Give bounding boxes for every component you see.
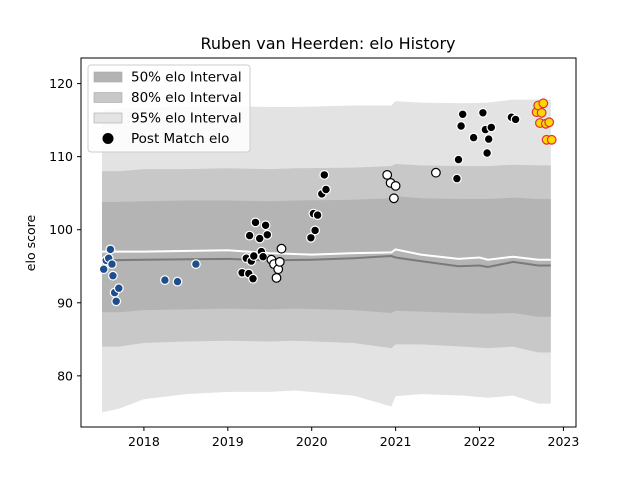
data-point [546,134,557,145]
data-point [538,98,549,109]
x-tick-label: 2022 [464,434,496,449]
data-point [456,121,467,131]
data-point [250,217,261,228]
data-point [111,296,122,307]
data-point [107,270,118,281]
data-point [244,230,255,241]
data-point [254,233,265,244]
data-point [390,180,401,191]
x-tick-label: 2021 [380,434,412,449]
data-point [482,148,493,158]
axes: 2018 2019 2020 2021 2022 2023 80 90 100 110 120 [49,57,580,449]
data-point [483,134,494,145]
data-point [260,220,271,231]
data-point [276,243,287,254]
data-point [248,273,258,284]
mean-line [102,248,551,261]
legend-label: 80% elo Interval [131,90,242,106]
legend: 50% elo Interval 80% elo Interval 95% elo … [87,64,251,153]
y-tick-label: 80 [57,368,73,383]
legend-label: 95% elo Interval [131,111,242,127]
data-point [258,251,269,262]
legend-box [87,64,251,153]
data-point [321,184,331,195]
band-50 [102,196,551,317]
axes-frame [80,57,577,428]
data-point [389,193,399,204]
data-point [274,257,285,267]
y-tick-label: 90 [57,295,73,310]
y-tick-label: 110 [49,149,73,164]
data-point [310,225,321,236]
legend-swatch [93,92,123,103]
data-point [431,167,441,178]
chart-title: Ruben van Heerden: elo History [201,34,456,53]
data-point [510,114,521,125]
legend-marker [102,133,114,144]
data-point [312,210,323,221]
data-point [159,275,170,286]
data-point [536,107,547,118]
data-point [172,276,183,287]
data-point [544,117,555,128]
data-point [262,229,273,240]
data-point [457,109,468,120]
data-point [271,273,282,283]
data-point [452,173,462,184]
data-point [306,232,316,243]
legend-label: Post Match elo [131,131,229,147]
legend-swatch [93,71,123,83]
y-tick-label: 100 [49,222,73,237]
data-point [107,259,117,270]
post-match-points [98,98,557,307]
y-axis-label: elo score [23,215,38,272]
data-point [113,283,124,294]
data-point [478,107,488,118]
x-tick-label: 2018 [128,434,160,449]
data-point [248,251,259,261]
legend-swatch [93,112,123,124]
data-point [453,154,464,165]
data-point [190,259,201,270]
data-point [382,169,393,180]
x-tick-label: 2020 [296,434,328,449]
legend-label: 50% elo Interval [131,70,242,86]
x-tick-label: 2019 [212,434,244,449]
x-tick-label: 2023 [548,434,580,449]
data-point [105,244,116,255]
y-tick-label: 120 [49,76,73,91]
data-point [468,132,479,143]
data-point [486,122,497,133]
data-point [98,264,109,275]
data-point [319,169,330,180]
